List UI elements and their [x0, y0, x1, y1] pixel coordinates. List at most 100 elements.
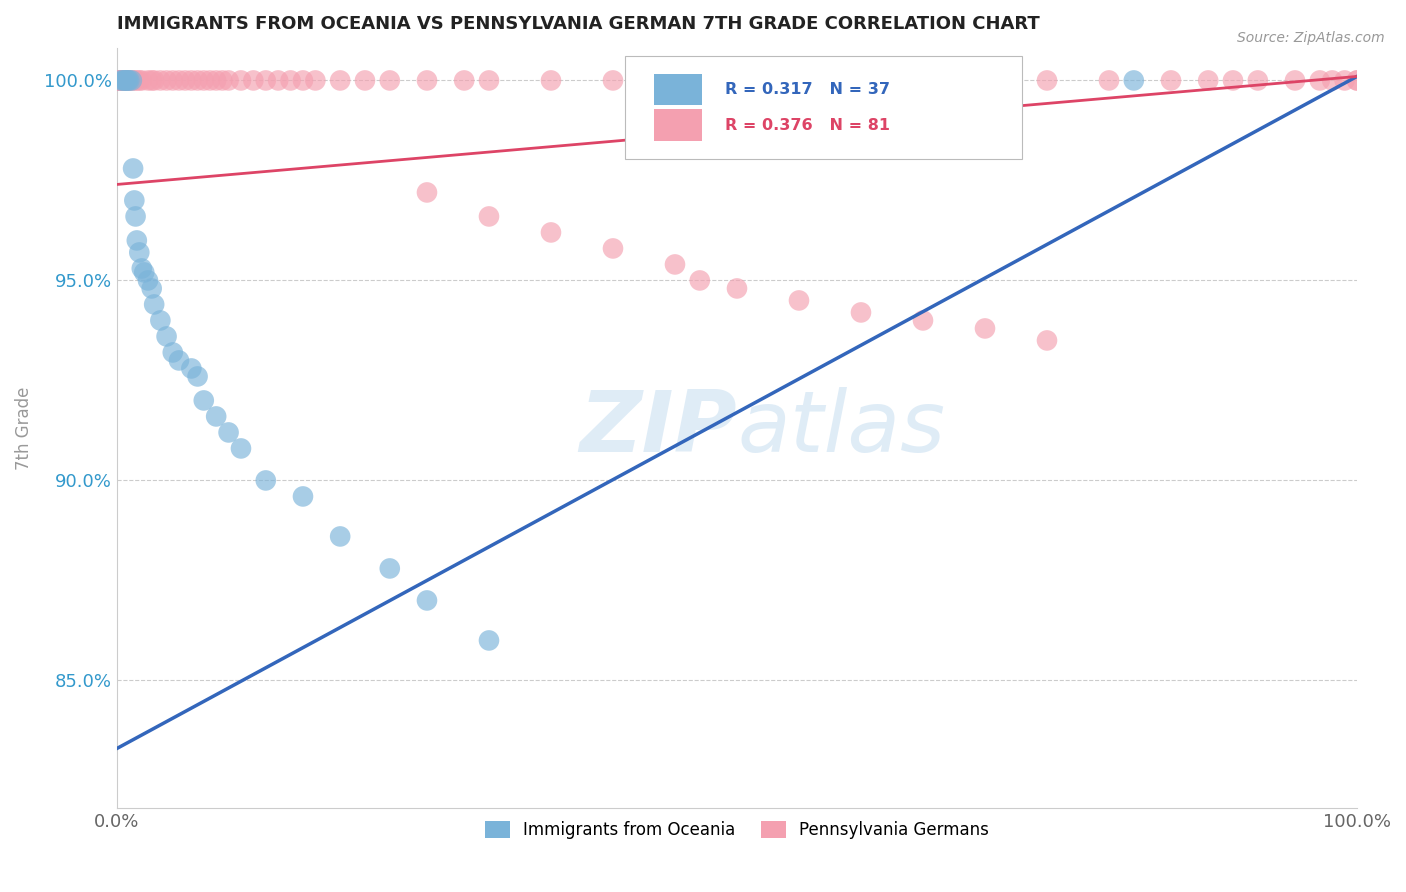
Point: [1036, 73, 1059, 87]
Point: [162, 73, 184, 87]
Point: [114, 73, 136, 87]
Point: [117, 73, 139, 87]
Point: [1122, 73, 1144, 87]
Point: [108, 73, 131, 87]
Point: [218, 425, 240, 440]
Point: [180, 361, 202, 376]
Point: [329, 529, 352, 543]
Point: [725, 281, 748, 295]
Point: [108, 73, 131, 87]
Point: [1322, 73, 1344, 87]
Point: [193, 393, 215, 408]
Point: [1309, 73, 1331, 87]
Text: ZIP: ZIP: [579, 387, 737, 470]
Point: [211, 73, 233, 87]
Point: [149, 73, 172, 87]
Point: [187, 369, 209, 384]
Point: [849, 73, 872, 87]
Point: [1098, 73, 1121, 87]
Point: [1346, 73, 1368, 87]
Point: [167, 353, 190, 368]
Point: [121, 73, 143, 87]
Point: [162, 345, 184, 359]
Point: [117, 73, 139, 87]
Point: [664, 73, 686, 87]
Point: [1247, 73, 1270, 87]
Point: [128, 245, 150, 260]
Text: IMMIGRANTS FROM OCEANIA VS PENNSYLVANIA GERMAN 7TH GRADE CORRELATION CHART: IMMIGRANTS FROM OCEANIA VS PENNSYLVANIA …: [117, 15, 1039, 33]
Point: [112, 73, 135, 87]
Point: [136, 73, 159, 87]
Point: [974, 321, 997, 335]
Point: [416, 186, 439, 200]
Point: [205, 73, 228, 87]
Point: [304, 73, 326, 87]
Point: [121, 73, 143, 87]
Point: [167, 73, 190, 87]
Point: [229, 73, 252, 87]
Y-axis label: 7th Grade: 7th Grade: [15, 387, 32, 470]
Point: [378, 73, 401, 87]
Point: [267, 73, 290, 87]
Point: [229, 442, 252, 456]
Point: [1197, 73, 1219, 87]
Point: [329, 73, 352, 87]
Point: [124, 73, 146, 87]
Point: [124, 210, 146, 224]
Point: [122, 161, 145, 176]
Point: [149, 313, 172, 327]
Point: [280, 73, 302, 87]
Point: [115, 73, 138, 87]
Point: [291, 490, 314, 504]
Point: [128, 73, 150, 87]
Text: R = 0.317   N = 37: R = 0.317 N = 37: [724, 82, 890, 97]
Point: [110, 73, 132, 87]
Point: [124, 194, 146, 208]
Point: [1346, 73, 1368, 87]
Point: [180, 73, 202, 87]
Point: [193, 73, 215, 87]
Point: [187, 73, 209, 87]
Point: [155, 329, 177, 343]
Point: [1333, 73, 1355, 87]
Point: [787, 73, 810, 87]
Point: [131, 73, 153, 87]
Point: [141, 73, 163, 87]
Point: [141, 281, 163, 295]
Point: [107, 73, 129, 87]
Point: [540, 73, 562, 87]
Point: [911, 73, 934, 87]
Point: [478, 633, 501, 648]
Point: [205, 409, 228, 424]
Point: [478, 210, 501, 224]
Point: [1036, 334, 1059, 348]
FancyBboxPatch shape: [654, 109, 702, 141]
Point: [136, 273, 159, 287]
Point: [143, 73, 166, 87]
FancyBboxPatch shape: [654, 73, 702, 105]
Point: [198, 73, 221, 87]
Point: [974, 73, 997, 87]
Point: [725, 73, 748, 87]
Point: [111, 73, 134, 87]
Point: [118, 73, 141, 87]
Point: [911, 73, 934, 87]
Point: [1160, 73, 1182, 87]
Point: [602, 242, 624, 256]
Point: [1284, 73, 1306, 87]
Point: [254, 73, 277, 87]
Point: [131, 261, 153, 276]
Point: [125, 73, 148, 87]
Point: [218, 73, 240, 87]
Point: [291, 73, 314, 87]
Point: [478, 73, 501, 87]
Point: [689, 273, 711, 287]
Point: [110, 73, 132, 87]
FancyBboxPatch shape: [626, 56, 1022, 159]
Point: [112, 73, 135, 87]
Point: [134, 265, 156, 279]
Point: [911, 313, 934, 327]
Text: atlas: atlas: [737, 387, 945, 470]
Point: [453, 73, 475, 87]
Point: [125, 234, 148, 248]
